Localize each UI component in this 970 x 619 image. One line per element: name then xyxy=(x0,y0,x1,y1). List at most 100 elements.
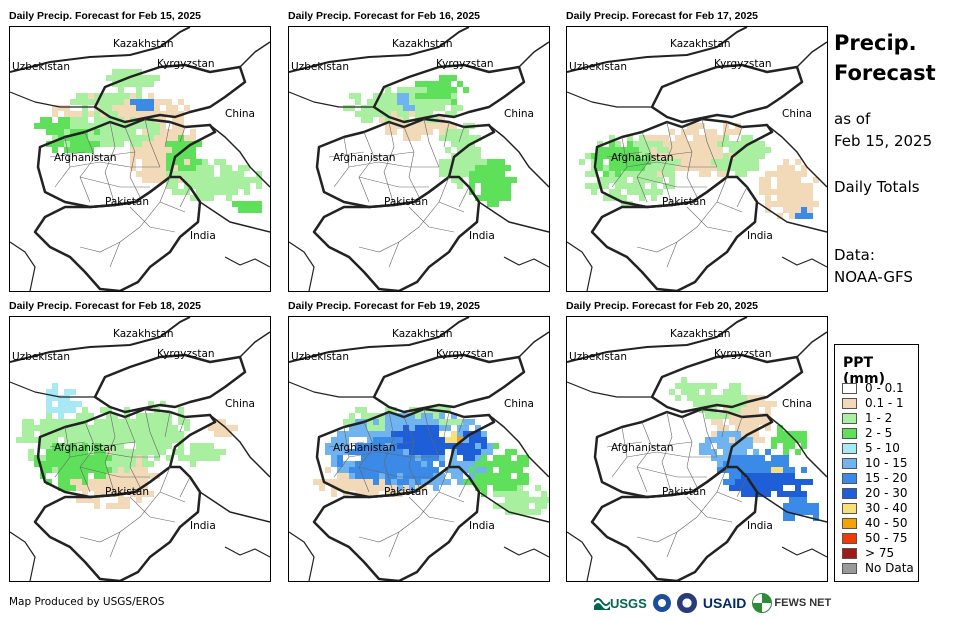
precip-cell xyxy=(64,485,70,491)
precip-cell xyxy=(457,425,463,431)
precip-cell xyxy=(148,153,154,159)
country-boundary xyxy=(796,41,827,68)
precip-cell xyxy=(615,165,621,171)
precip-cell xyxy=(40,461,46,467)
precip-cell xyxy=(124,81,130,87)
place-label-pakistan: Pakistan xyxy=(105,486,149,498)
precip-cell xyxy=(433,419,439,425)
precip-cell xyxy=(735,437,741,443)
precip-cell xyxy=(409,485,415,491)
precip-cell xyxy=(481,455,487,461)
precip-cell xyxy=(409,93,415,99)
precip-cell xyxy=(88,425,94,431)
precip-cell xyxy=(385,123,391,129)
precip-cell xyxy=(46,449,52,455)
precip-cell xyxy=(651,159,657,165)
precip-cell xyxy=(433,93,439,99)
precip-cell xyxy=(463,135,469,141)
precip-cell xyxy=(723,461,729,467)
precip-cell xyxy=(765,473,771,479)
map-credit: Map Produced by USGS/EROS xyxy=(9,596,165,608)
precip-cell xyxy=(699,135,705,141)
precip-cell xyxy=(40,443,46,449)
precip-cell xyxy=(729,165,735,171)
precip-cell xyxy=(609,177,615,183)
legend-label: 0.1 - 1 xyxy=(865,396,904,410)
precip-cell xyxy=(367,99,373,105)
precip-cell xyxy=(160,111,166,117)
precip-cell xyxy=(142,129,148,135)
country-boundary xyxy=(312,175,481,291)
precip-cell xyxy=(481,159,487,165)
precip-cell xyxy=(723,135,729,141)
precip-cell xyxy=(232,177,238,183)
precip-cell xyxy=(469,177,475,183)
precip-cell xyxy=(112,461,118,467)
precip-cell xyxy=(621,183,627,189)
province-boundary xyxy=(626,451,717,458)
precip-cell xyxy=(112,105,118,111)
precip-cell xyxy=(481,437,487,443)
precip-cell xyxy=(759,455,765,461)
precip-cell xyxy=(178,443,184,449)
precip-cell xyxy=(88,431,94,437)
panel-title: Daily Precip. Forecast for Feb 18, 2025 xyxy=(9,300,202,312)
precip-cell xyxy=(361,425,367,431)
precip-cell xyxy=(118,141,124,147)
precip-cell xyxy=(681,165,687,171)
precip-cell xyxy=(475,153,481,159)
precip-cell xyxy=(729,147,735,153)
province-boundary xyxy=(636,176,707,188)
precip-cell xyxy=(94,449,100,455)
precip-cell xyxy=(100,467,106,473)
precip-cell xyxy=(777,425,783,431)
province-boundary xyxy=(736,416,743,433)
precip-cell xyxy=(58,129,64,135)
precip-cell xyxy=(517,455,523,461)
precip-cell xyxy=(100,485,106,491)
precip-cell xyxy=(807,201,813,207)
precip-cell xyxy=(64,389,70,395)
precip-cell xyxy=(415,413,421,419)
precip-cell xyxy=(58,395,64,401)
precip-cell xyxy=(373,431,379,437)
precip-cell xyxy=(801,443,807,449)
precip-cell xyxy=(355,431,361,437)
precip-cell xyxy=(795,159,801,165)
precip-cell xyxy=(699,401,705,407)
precip-cell xyxy=(451,461,457,467)
precip-cell xyxy=(735,479,741,485)
precip-cell xyxy=(100,437,106,443)
precip-cell xyxy=(58,407,64,413)
precip-cell xyxy=(76,93,82,99)
precip-cell xyxy=(130,431,136,437)
precip-cell xyxy=(166,135,172,141)
precip-cell xyxy=(801,467,807,473)
precip-cell xyxy=(202,195,208,201)
precip-cell xyxy=(433,479,439,485)
precip-cell xyxy=(100,473,106,479)
precip-cell xyxy=(675,153,681,159)
precip-cell xyxy=(238,177,244,183)
country-boundary xyxy=(10,91,95,108)
precip-cell xyxy=(445,147,451,153)
precip-cell xyxy=(669,141,675,147)
province-boundary xyxy=(443,121,450,148)
precip-cell xyxy=(705,395,711,401)
precip-cell xyxy=(753,165,759,171)
precip-cell xyxy=(693,395,699,401)
precip-cell xyxy=(154,123,160,129)
precip-cell xyxy=(28,455,34,461)
precip-cell xyxy=(100,407,106,413)
precip-cell xyxy=(445,443,451,449)
province-boundary xyxy=(721,411,728,438)
precip-cell xyxy=(511,497,517,503)
precip-cell xyxy=(759,183,765,189)
precip-cell xyxy=(445,407,451,413)
precip-cell xyxy=(172,117,178,123)
precip-cell xyxy=(313,479,319,485)
precip-cell xyxy=(82,135,88,141)
precip-cell xyxy=(52,123,58,129)
precip-cell xyxy=(753,407,759,413)
precip-cell xyxy=(202,443,208,449)
